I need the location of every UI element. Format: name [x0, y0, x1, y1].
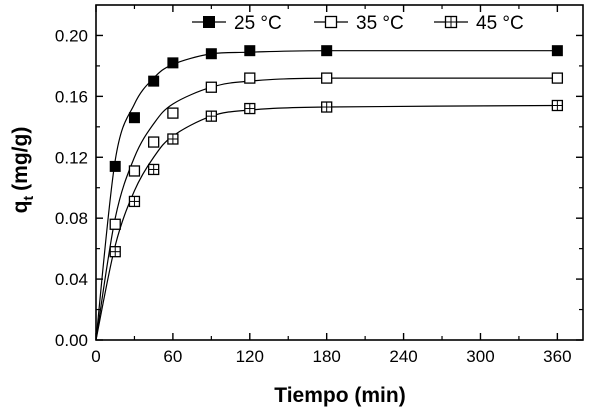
data-point: [148, 75, 160, 87]
plot-frame: [95, 4, 584, 341]
series-layer: [95, 45, 564, 341]
x-tick-label: 360: [543, 347, 571, 366]
legend: 25 °C 35 °C 45 °C: [192, 13, 524, 34]
data-point: [321, 45, 333, 57]
legend-marker: [203, 16, 215, 28]
series-fit-line: [95, 50, 558, 341]
data-point: [128, 195, 141, 208]
x-tick-label: 120: [236, 347, 264, 366]
marker-filled-square: [551, 45, 563, 57]
data-point: [205, 48, 217, 60]
series-3: [95, 99, 564, 341]
y-tick-label: 0.08: [55, 209, 88, 228]
legend-label: 45 °C: [476, 13, 524, 34]
marker-open-square: [321, 72, 333, 84]
data-point: [167, 107, 179, 119]
marker-filled-square: [244, 45, 256, 57]
y-tick-label: 0.12: [55, 148, 88, 167]
x-axis-label: Tiempo (min): [274, 384, 405, 407]
y-tick-label: 0.00: [55, 331, 88, 350]
series-1: [95, 45, 563, 341]
x-tick-label: 180: [312, 347, 340, 366]
legend-label: 35 °C: [356, 13, 404, 34]
data-point: [244, 45, 256, 57]
marker-open-square: [205, 81, 217, 93]
data-point: [148, 163, 160, 176]
data-point: [551, 72, 564, 84]
legend-marker: [444, 15, 458, 29]
x-tick-label: 300: [466, 347, 494, 366]
series-2: [95, 72, 564, 341]
data-point: [244, 72, 256, 84]
marker-open-square: [167, 107, 179, 119]
legend-marker: [324, 15, 338, 29]
data-point: [205, 110, 217, 122]
y-tick-label: 0.04: [55, 270, 88, 289]
data-point: [167, 133, 179, 145]
y-tick-label: 0.16: [55, 87, 88, 106]
plot-area: [95, 4, 584, 341]
marker-open-square: [109, 218, 121, 230]
x-tick-label: 0: [91, 347, 100, 366]
marker-filled-square: [128, 112, 140, 124]
x-tick-label: 240: [389, 347, 417, 366]
data-point: [321, 101, 333, 113]
data-point: [128, 165, 141, 177]
data-point: [321, 72, 333, 84]
data-point: [205, 81, 217, 93]
legend-entry-3: 45 °C: [434, 13, 524, 34]
series-fit-line: [95, 77, 558, 341]
marker-filled-square: [203, 16, 215, 28]
marker-open-square: [148, 136, 160, 148]
data-point: [551, 99, 564, 112]
legend-entry-1: 25 °C: [192, 13, 282, 34]
marker-open-square: [324, 15, 338, 29]
data-point: [148, 136, 160, 148]
data-point: [244, 102, 256, 115]
data-point: [109, 246, 121, 258]
y-axis-label: qt(mg/g): [9, 127, 36, 214]
marker-open-square: [128, 165, 141, 177]
marker-filled-square: [148, 75, 160, 87]
marker-filled-square: [167, 57, 179, 69]
marker-open-square: [551, 72, 564, 84]
data-point: [128, 112, 140, 124]
data-point: [109, 218, 121, 230]
legend-label: 25 °C: [234, 13, 282, 34]
marker-filled-square: [321, 45, 333, 57]
y-tick-label: 0.20: [55, 26, 88, 45]
marker-filled-square: [205, 48, 217, 60]
data-point: [551, 45, 563, 57]
data-point: [109, 160, 121, 172]
x-tick-label: 60: [163, 347, 182, 366]
series-fit-line: [95, 104, 558, 341]
legend-entry-2: 35 °C: [314, 13, 404, 34]
axes: 0 60 120 180 240 300 360 0.00 0.04 0.08 0.12 0.16 0.…: [55, 5, 583, 366]
marker-filled-square: [109, 160, 121, 172]
data-point: [167, 57, 179, 69]
marker-open-square: [244, 72, 256, 84]
